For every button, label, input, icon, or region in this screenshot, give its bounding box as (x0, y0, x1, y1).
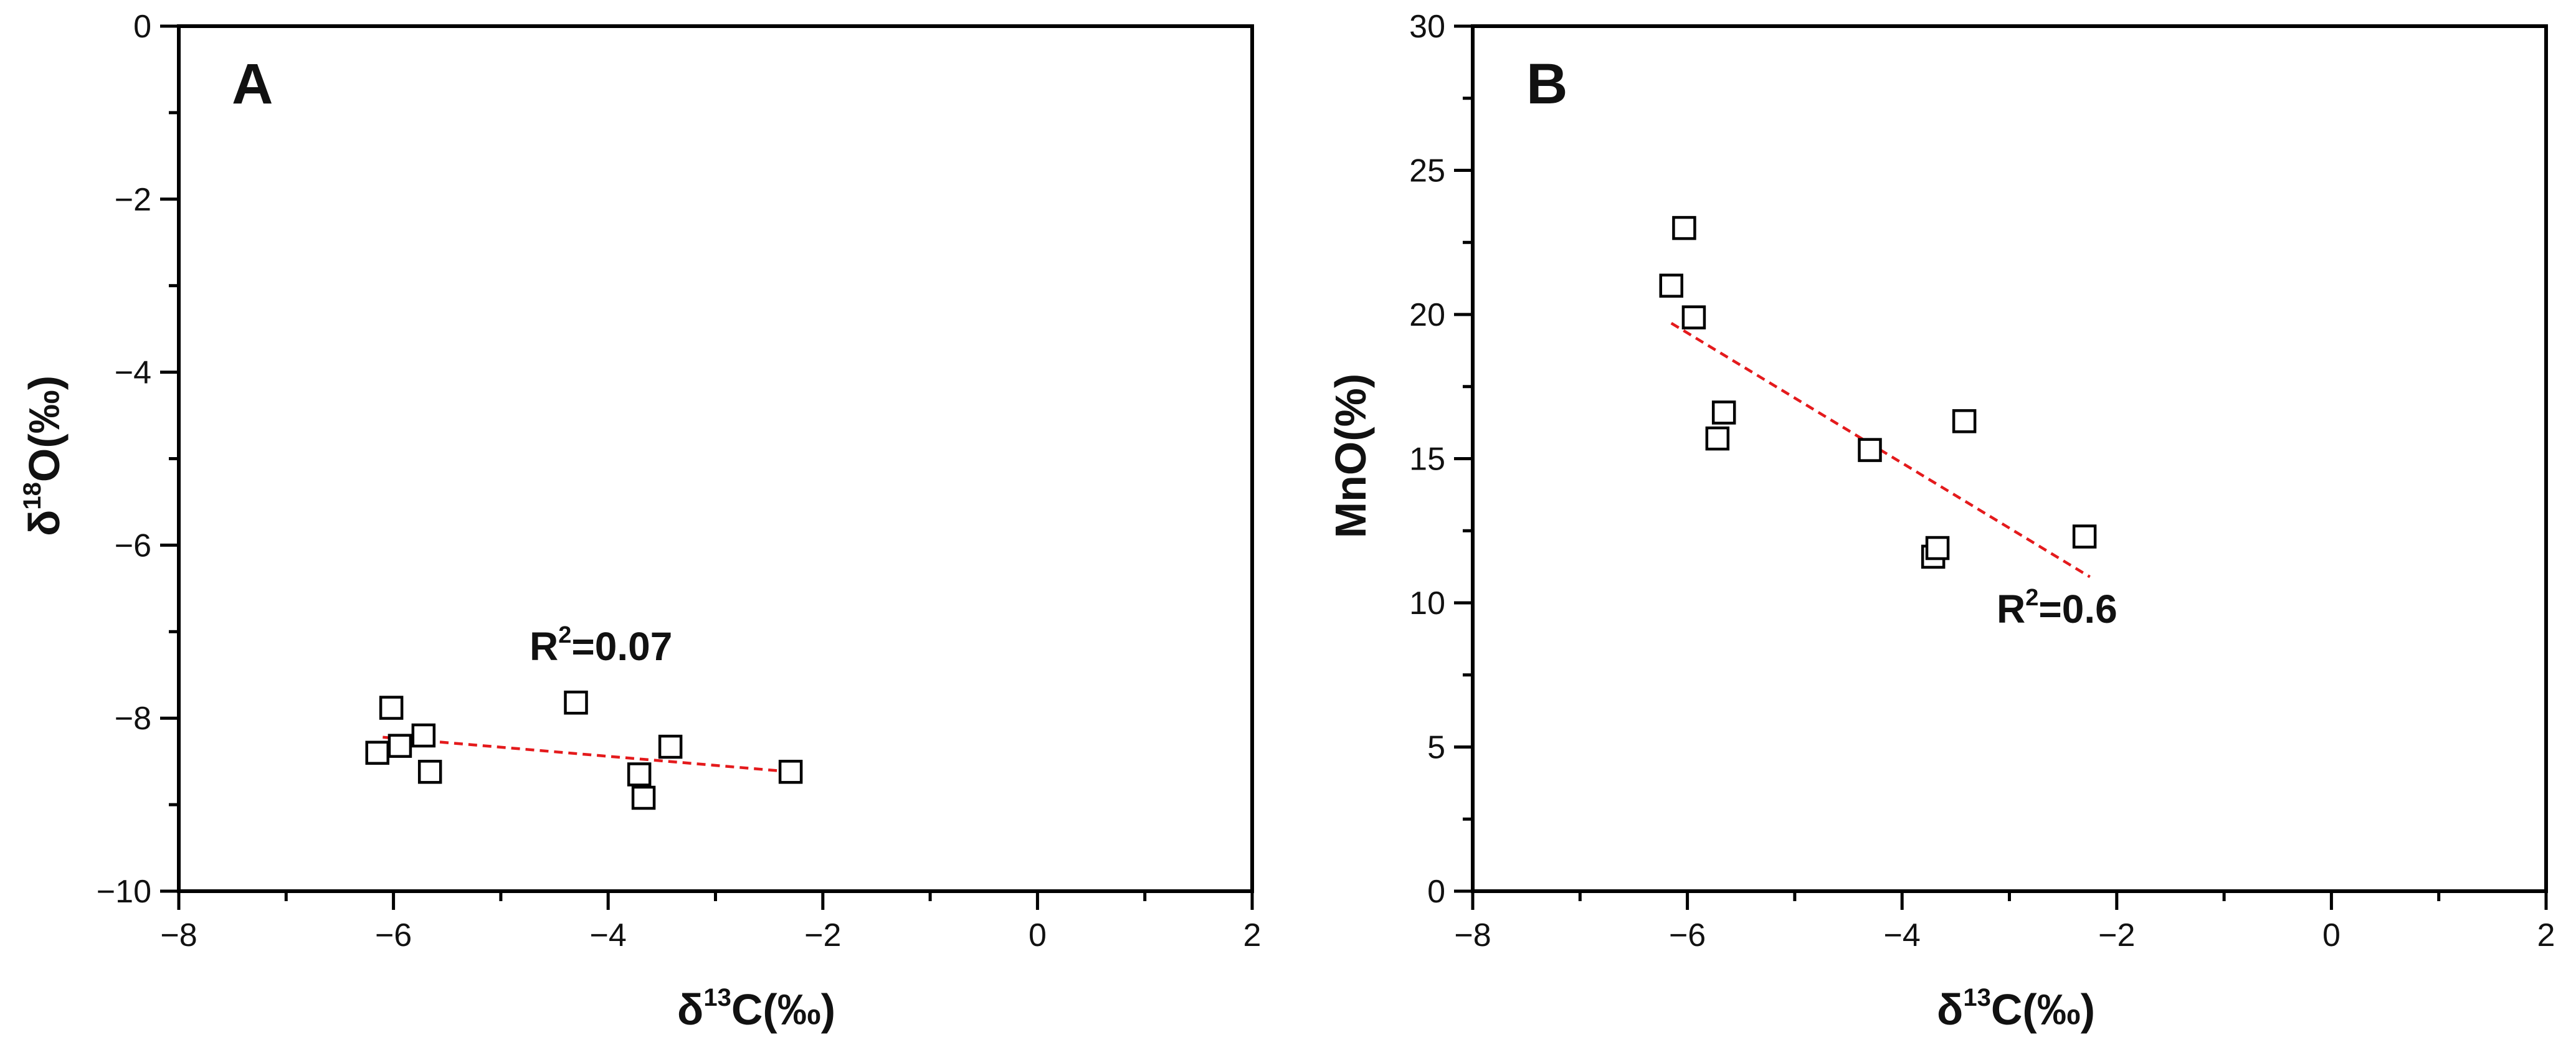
panel-b-ylabel-base: MnO(%) (1326, 374, 1375, 538)
panel-b-data-point (1858, 438, 1882, 462)
panel-b-x-axis-title: δ13C(‰) (1937, 984, 2095, 1034)
panel-b-data-point (1659, 273, 1684, 298)
panel-a-x-tick-label: 2 (1243, 917, 1262, 953)
panel-a-x-tick-label: −4 (590, 917, 627, 953)
panel-a-x-tick-label: −6 (375, 917, 412, 953)
panel-a-ylabel-base: δ (20, 510, 69, 536)
panel-b-data-point (1952, 409, 1977, 433)
panel-b-xlabel-sup: 13 (1963, 984, 1991, 1011)
panel-a-y-tick-label: −6 (115, 527, 151, 564)
panel-b-plot-frame (1471, 24, 2548, 893)
panel-b-y-tick-label: 5 (1427, 730, 1445, 766)
panel-b-x-tick-label: −8 (1454, 917, 1491, 953)
panel-b-y-tick-label: 25 (1409, 153, 1445, 189)
panel-a-y-tick-label: 0 (133, 9, 151, 45)
panel-a-y-tick-label: −10 (97, 874, 151, 910)
panel-b-xlabel-rest: C(‰) (1991, 985, 2095, 1034)
panel-b-x-tick-label: −6 (1669, 917, 1706, 953)
panel-b-x-tick-label: 2 (2537, 917, 2555, 953)
panel-b-x-tick-label: 0 (2322, 917, 2341, 953)
panel-a-y-tick-label: −4 (115, 355, 151, 391)
panel-a-regression-line (383, 735, 802, 774)
panel-b-y-tick-label: 15 (1409, 442, 1445, 478)
panel-b-y-tick-label: 20 (1409, 297, 1445, 333)
panel-a-data-point (627, 762, 652, 787)
panel-a-x-tick-label: −8 (160, 917, 197, 953)
panel-a-data-point (658, 734, 683, 759)
panel-a-data-point (564, 690, 588, 715)
panel-b-y-axis-title: MnO(%) (1326, 374, 1375, 538)
panel-a-xlabel-sup: 13 (703, 984, 731, 1011)
panel-a-data-point (778, 760, 803, 784)
panel-b-r2-rest: =0.6 (2038, 587, 2117, 631)
panel-b-y-tick-label: 30 (1409, 9, 1445, 45)
panel-a-ylabel-rest: O(‰) (20, 376, 69, 482)
panel-a-y-tick-label: −8 (115, 701, 151, 737)
panel-a-ticks: −8 −6 −4 −2 0 20−2−4−6−8−10 (97, 9, 1262, 953)
panel-b-data-point (1681, 305, 1706, 329)
panel-a-r2-annotation: R2=0.07 (530, 622, 672, 669)
panel-a-xlabel-rest: C(‰) (731, 985, 835, 1034)
panel-a-letter: A (232, 52, 273, 116)
panel-a-data-point (365, 740, 390, 765)
panel-a-data-point (387, 734, 412, 758)
panel-a-data-point (379, 696, 404, 720)
panel-a-x-tick-label: −2 (804, 917, 841, 953)
panel-a-points (365, 690, 803, 810)
panel-a-xlabel-base: δ (677, 985, 703, 1034)
panel-a-r2-sup: 2 (558, 622, 571, 648)
panel-b-letter: B (1526, 52, 1567, 116)
panel-b-y-tick-label: 10 (1409, 585, 1445, 622)
panel-b-x-tick-label: −2 (2098, 917, 2135, 953)
panel-a-data-point (631, 785, 656, 810)
panel-a-fit-layer (383, 735, 802, 774)
panel-b-r2-sup: 2 (2025, 585, 2038, 611)
panel-a-r2-base: R (530, 624, 558, 669)
panel-a-data-point (411, 723, 436, 748)
panel-a-ylabel-sup: 18 (19, 482, 46, 510)
panel-a: A −8 −6 −4 −2 0 20−2−4−6−8−10 R2=0.07 δ13C(‰)… (19, 9, 1261, 1034)
panel-b-points (1659, 215, 2097, 569)
panel-b-data-point (1711, 400, 1736, 425)
panel-a-y-axis-title: δ18O(‰) (19, 376, 69, 536)
panel-b-r2-base: R (1997, 587, 2025, 631)
panel-b-data-point (1705, 426, 1730, 451)
panel-a-y-tick-label: −2 (115, 182, 151, 218)
panel-b-y-tick-label: 0 (1427, 874, 1445, 910)
panel-b-xlabel-base: δ (1937, 985, 1963, 1034)
panel-a-data-point (417, 760, 442, 784)
panel-b-x-tick-label: −4 (1884, 917, 1921, 953)
panel-a-x-axis-title: δ13C(‰) (677, 984, 835, 1034)
panel-a-r2-rest: =0.07 (571, 624, 672, 669)
panel-a-x-tick-label: 0 (1029, 917, 1047, 953)
panel-b-data-point (1672, 215, 1696, 240)
panel-b-data-point (2072, 524, 2097, 549)
panel-b-data-point (1925, 536, 1950, 560)
panel-a-plot-frame (177, 24, 1254, 893)
panel-b-r2-annotation: R2=0.6 (1997, 585, 2117, 631)
